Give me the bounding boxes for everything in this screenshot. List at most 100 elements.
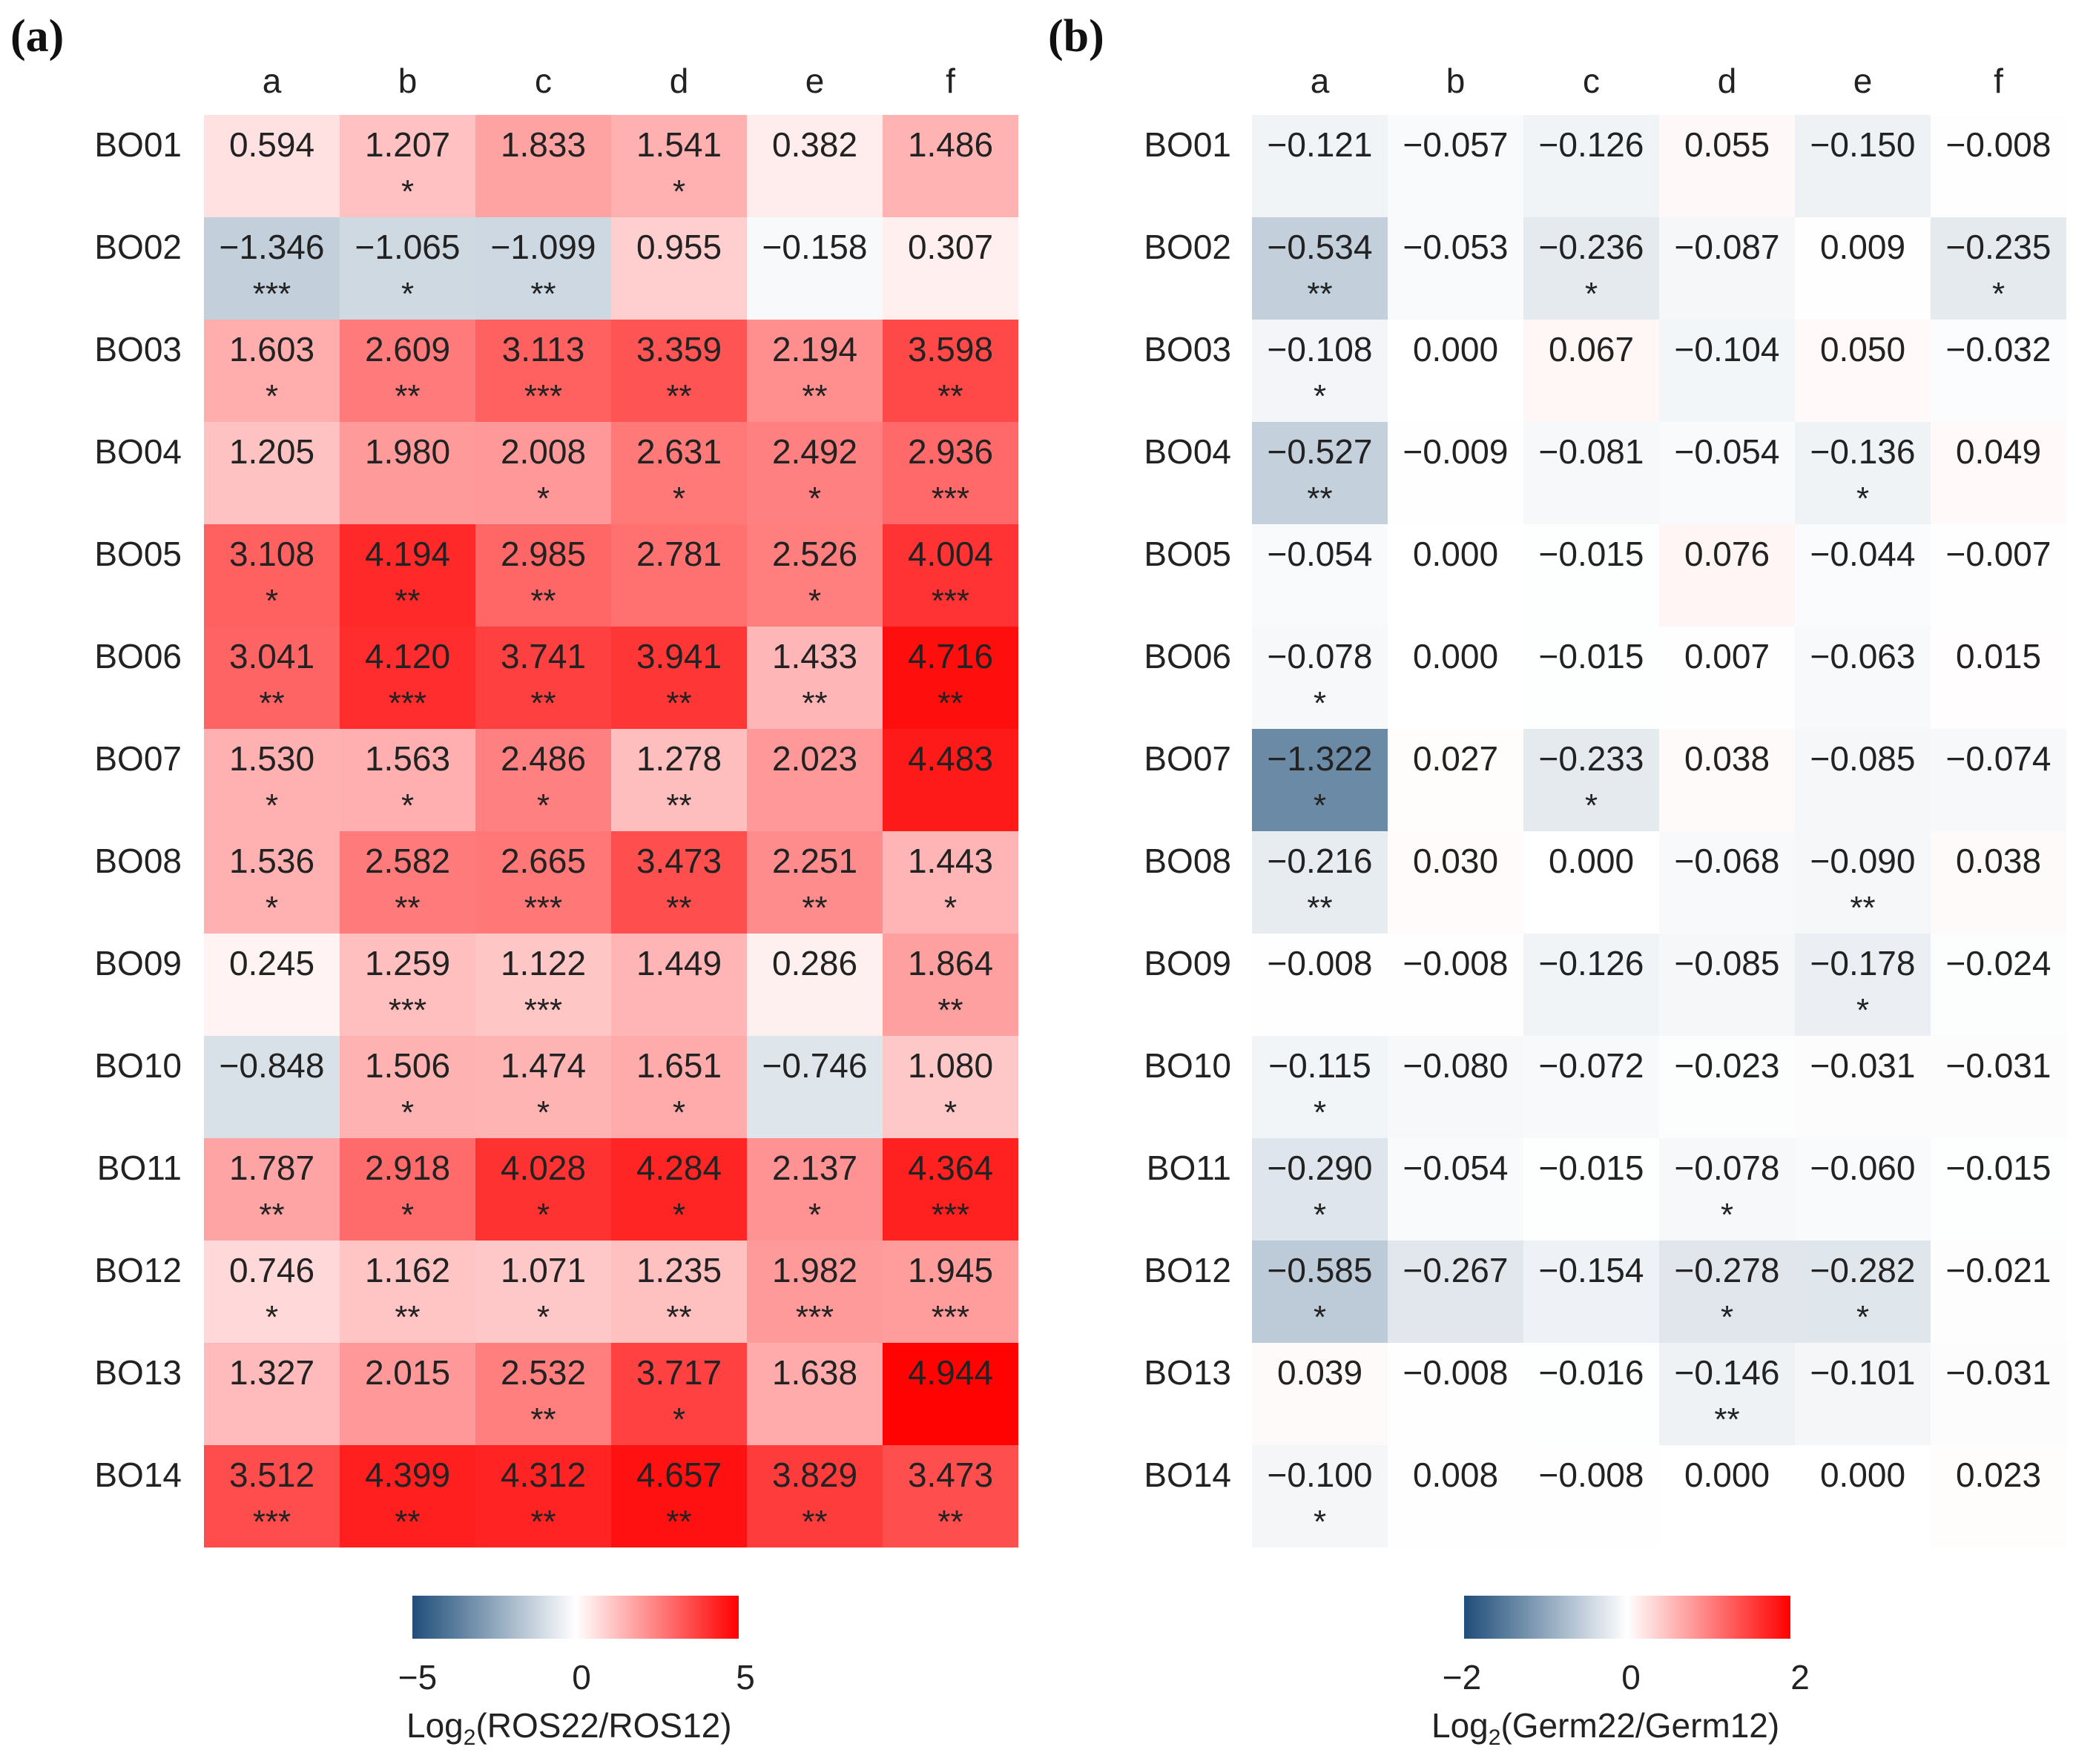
cell-value-label: 2.023 (772, 739, 857, 778)
cell-value-label: 0.594 (229, 125, 314, 164)
heatmap-cell (1795, 422, 1931, 524)
significance-marker: * (673, 1094, 685, 1131)
cell-value-label: −0.044 (1810, 535, 1916, 573)
cell-value-label: −1.322 (1268, 739, 1373, 778)
heatmap-cell (340, 422, 475, 524)
heatmap-cell (340, 1138, 475, 1241)
cell-value-label: −0.031 (1946, 1046, 2051, 1085)
heatmap-cell (1252, 1445, 1388, 1547)
significance-marker: *** (932, 583, 969, 619)
significance-marker: ** (666, 1504, 691, 1540)
significance-marker: * (1585, 787, 1598, 824)
cell-value-label: 1.530 (229, 739, 314, 778)
cell-value-label: −0.008 (1539, 1456, 1644, 1494)
heatmap-cell (883, 1036, 1018, 1138)
significance-marker: * (808, 1197, 821, 1233)
cell-value-label: 3.041 (229, 637, 314, 675)
heatmap-cell (1659, 729, 1795, 831)
heatmap-cell (883, 729, 1018, 831)
significance-marker: * (1314, 1094, 1326, 1131)
heatmap-cell (475, 1138, 611, 1241)
heatmap-cell (1388, 1445, 1523, 1547)
heatmap-cell (1659, 320, 1795, 422)
row-label: BO11 (97, 1149, 182, 1187)
cell-value-label: 2.665 (501, 842, 586, 880)
cell-value-label: −0.121 (1268, 125, 1373, 164)
cell-value-label: 2.985 (501, 535, 586, 573)
heatmap-cell (204, 831, 340, 934)
heatmap-cell (1523, 1241, 1659, 1343)
cell-value-label: −0.290 (1268, 1149, 1373, 1187)
heatmap-cell (611, 524, 747, 627)
cell-value-label: −0.054 (1403, 1149, 1509, 1187)
cell-value-label: −0.108 (1268, 330, 1373, 369)
cell-value-label: 1.259 (365, 944, 450, 982)
cell-value-label: −0.534 (1268, 228, 1373, 266)
significance-marker: * (266, 787, 278, 824)
cell-value-label: −0.007 (1946, 535, 2051, 573)
cell-value-label: −0.085 (1675, 944, 1780, 982)
significance-marker: * (944, 1094, 957, 1131)
column-header: d (670, 62, 689, 100)
significance-marker: ** (395, 378, 420, 414)
significance-marker: * (537, 1197, 550, 1233)
significance-marker: * (1856, 480, 1869, 517)
cell-value-label: 0.382 (772, 125, 857, 164)
heatmap-cell (1523, 1036, 1659, 1138)
cell-value-label: −0.236 (1539, 228, 1644, 266)
cell-value-label: 3.717 (636, 1353, 722, 1392)
significance-marker: * (1585, 276, 1598, 312)
cell-value-label: 0.307 (908, 228, 993, 266)
cell-value-label: −0.009 (1403, 432, 1509, 471)
heatmap-cell (1388, 934, 1523, 1036)
cell-value-label: −0.031 (1810, 1046, 1916, 1085)
cell-value-label: −0.016 (1539, 1353, 1644, 1392)
heatmap-cell (1659, 1241, 1795, 1343)
heatmap-cell (340, 1343, 475, 1445)
heatmap-cell (340, 1445, 475, 1547)
row-label: BO08 (94, 842, 182, 880)
row-label: BO11 (1147, 1149, 1231, 1187)
cell-value-label: −0.024 (1946, 944, 2051, 982)
cell-value-label: −0.054 (1675, 432, 1780, 471)
cell-value-label: 2.194 (772, 330, 857, 369)
cell-value-label: −0.015 (1946, 1149, 2051, 1187)
cell-value-label: 2.532 (501, 1353, 586, 1392)
significance-marker: * (537, 1299, 550, 1335)
significance-marker: * (1314, 685, 1326, 721)
cell-value-label: 3.512 (229, 1456, 314, 1494)
cell-value-label: −0.074 (1946, 739, 2051, 778)
cell-value-label: 4.312 (501, 1456, 586, 1494)
significance-marker: *** (389, 685, 426, 721)
heatmap-cell (1523, 1138, 1659, 1241)
heatmap-cell (204, 1241, 340, 1343)
cell-value-label: −0.008 (1268, 944, 1373, 982)
row-label: BO01 (94, 125, 182, 164)
heatmap-cell (611, 115, 747, 217)
cell-value-label: 3.359 (636, 330, 722, 369)
significance-marker: ** (1307, 480, 1332, 517)
significance-marker: ** (666, 890, 691, 926)
cell-value-label: −0.063 (1810, 637, 1916, 675)
row-label: BO02 (1144, 228, 1231, 266)
significance-marker: * (1856, 1299, 1869, 1335)
heatmap-cell (1388, 320, 1523, 422)
heatmap-cell (1795, 524, 1931, 627)
cell-value-label: 3.108 (229, 535, 314, 573)
significance-marker: *** (524, 378, 562, 414)
heatmap-cell (1252, 422, 1388, 524)
heatmap-cell (475, 1241, 611, 1343)
heatmap-cell (747, 627, 883, 729)
row-label: BO05 (94, 535, 182, 573)
cell-value-label: −0.282 (1810, 1251, 1916, 1289)
significance-marker: ** (530, 276, 556, 312)
heatmap-cell (883, 1241, 1018, 1343)
heatmap-cell (883, 115, 1018, 217)
heatmap-cell (204, 422, 340, 524)
significance-marker: * (673, 480, 685, 517)
heatmap-cell (1523, 627, 1659, 729)
heatmap-cell (883, 422, 1018, 524)
heatmap-cell (1931, 831, 2066, 934)
cell-value-label: −0.078 (1675, 1149, 1780, 1187)
cell-value-label: −0.848 (220, 1046, 325, 1085)
